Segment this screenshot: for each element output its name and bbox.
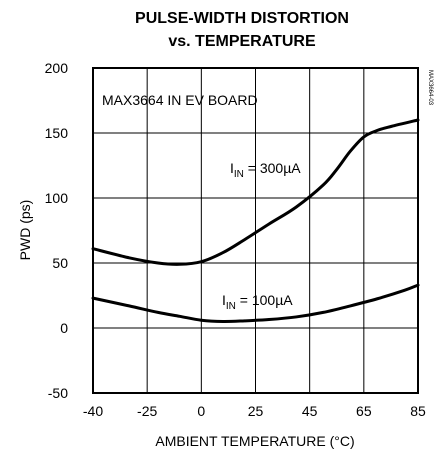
x-tick-label: -40: [83, 403, 103, 419]
y-tick-label: 50: [52, 255, 68, 271]
board-label: MAX3664 IN EV BOARD: [102, 92, 258, 108]
tick-labels: -40 -25 0 25 45 65 85 -50 0 50 100 150 200: [45, 60, 426, 419]
y-tick-label: 150: [45, 125, 69, 141]
y-tick-label: 0: [60, 320, 68, 336]
y-tick-label: 200: [45, 60, 69, 76]
grid-lines: [93, 68, 418, 393]
x-tick-label: 0: [197, 403, 205, 419]
y-tick-label: -50: [48, 385, 68, 401]
chart-title-line1: PULSE-WIDTH DISTORTION: [135, 10, 349, 27]
x-tick-label: 85: [410, 403, 426, 419]
x-tick-label: -25: [137, 403, 157, 419]
y-tick-label: 100: [45, 190, 69, 206]
x-axis-label: AMBIENT TEMPERATURE (°C): [155, 433, 354, 449]
x-tick-label: 25: [248, 403, 264, 419]
y-axis-label: PWD (ps): [17, 200, 33, 261]
series-line-300ua: [91, 118, 420, 266]
data-series: [91, 118, 420, 324]
x-tick-label: 65: [356, 403, 372, 419]
series-label-100ua: IIN = 100µA: [222, 292, 293, 312]
chart-title-line2: vs. TEMPERATURE: [168, 33, 316, 50]
series-line-100ua: [91, 283, 420, 324]
x-tick-label: 45: [302, 403, 318, 419]
series-label-300ua: IIN = 300µA: [230, 160, 301, 180]
figure-code: MAX3664-03: [427, 70, 433, 106]
plot-frame: [92, 67, 419, 394]
